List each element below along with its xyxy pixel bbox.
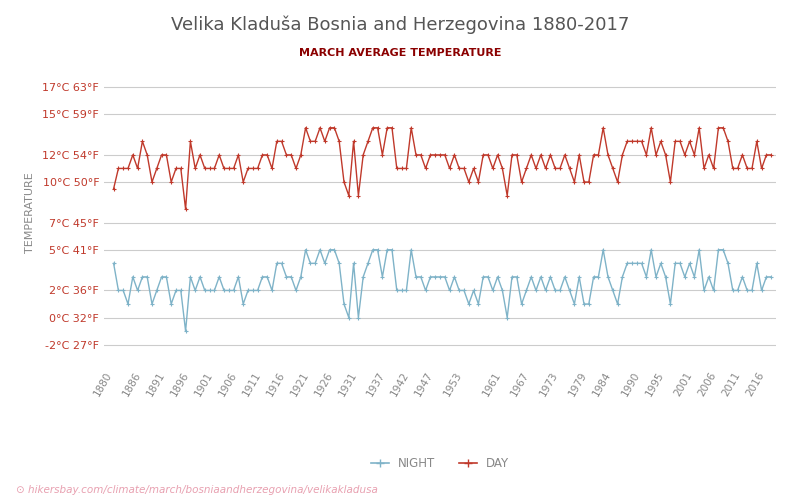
Text: ⊙ hikersbay.com/climate/march/bosniaandherzegovina/velikakladusa: ⊙ hikersbay.com/climate/march/bosniaandh…	[16, 485, 378, 495]
Text: Velika Kladuša Bosnia and Herzegovina 1880-2017: Velika Kladuša Bosnia and Herzegovina 18…	[171, 15, 629, 34]
Text: MARCH AVERAGE TEMPERATURE: MARCH AVERAGE TEMPERATURE	[298, 48, 502, 58]
Y-axis label: TEMPERATURE: TEMPERATURE	[26, 172, 35, 253]
Legend: NIGHT, DAY: NIGHT, DAY	[366, 452, 514, 475]
